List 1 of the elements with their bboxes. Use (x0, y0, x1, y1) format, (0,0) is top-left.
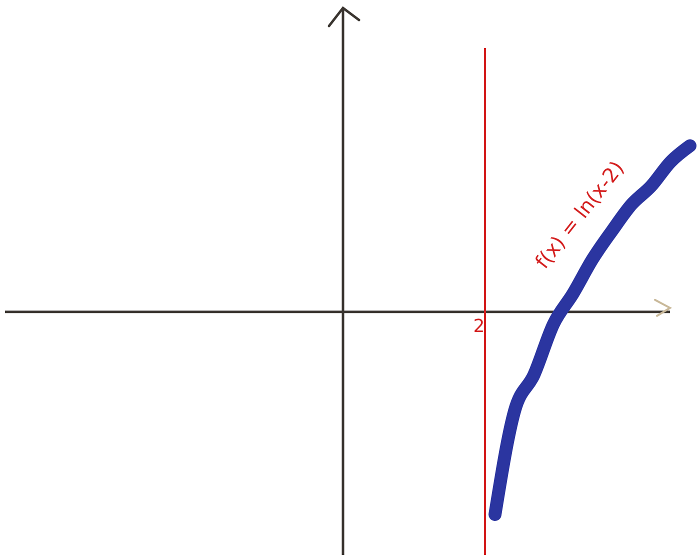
text: 2 (473, 316, 485, 337)
